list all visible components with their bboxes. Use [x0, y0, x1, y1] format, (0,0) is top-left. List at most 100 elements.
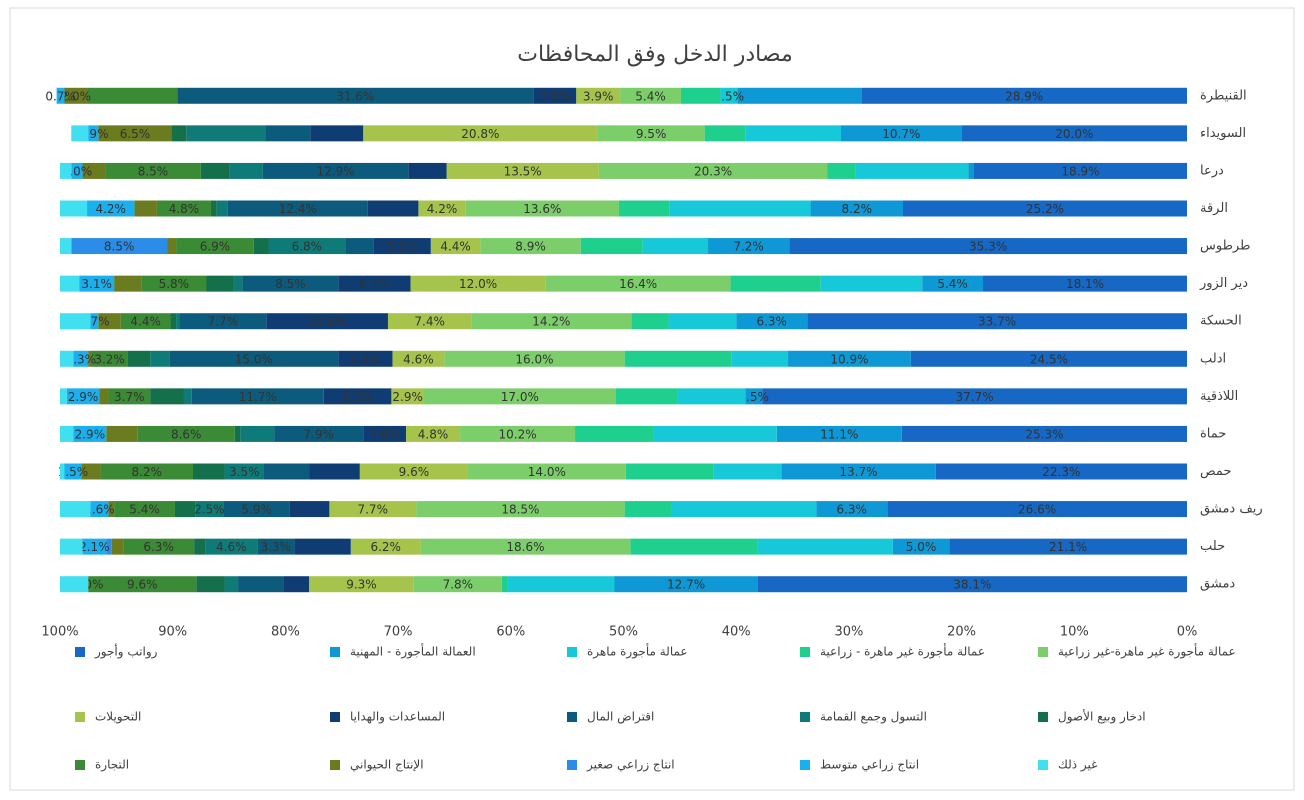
bar-segment — [418, 200, 466, 217]
bar-segment — [82, 538, 107, 555]
bar-segment — [262, 162, 409, 179]
data-label: 2.5% — [194, 503, 225, 517]
data-label: 18.6% — [506, 540, 544, 554]
data-label: 7.8% — [443, 578, 474, 592]
bar-segment — [211, 200, 217, 217]
bar-segment — [671, 501, 817, 518]
bar-segment — [71, 125, 89, 142]
legend-swatch — [800, 760, 810, 770]
data-label: 2.9% — [75, 427, 106, 441]
legend-label: انتاج زراعي صغير — [586, 758, 675, 773]
data-label: 1.5% — [58, 465, 89, 479]
data-label: 5.1% — [387, 240, 418, 254]
data-label: 18.9% — [1061, 164, 1099, 178]
legend-swatch — [330, 647, 340, 657]
data-label: 2.9% — [392, 390, 423, 404]
y-tick-label: الرقة — [1200, 201, 1228, 216]
data-label: 6.4% — [359, 277, 390, 291]
bar-segment — [624, 501, 672, 518]
legend-swatch — [75, 647, 85, 657]
x-tick-label: 10% — [1060, 625, 1089, 640]
data-label: 38.1% — [953, 578, 991, 592]
data-label: 14.2% — [532, 315, 570, 329]
bar-segment — [713, 463, 782, 480]
bar-segment — [242, 275, 339, 292]
data-label: 25.2% — [1026, 202, 1064, 216]
bar-segment — [816, 501, 888, 518]
data-label: 4.4% — [130, 315, 161, 329]
bar-segment — [413, 576, 502, 593]
bar-segment — [444, 350, 625, 367]
data-label: 12.0% — [459, 277, 497, 291]
bar-segment — [176, 238, 254, 255]
y-tick-label: درعا — [1200, 163, 1224, 178]
bar-segment — [902, 200, 1187, 217]
bar-segment — [781, 463, 936, 480]
bar-segment — [465, 200, 619, 217]
bar-segment — [762, 388, 1187, 405]
data-label: 9.3% — [346, 578, 377, 592]
bar-segment — [71, 162, 83, 179]
bar-segment — [757, 538, 893, 555]
data-label: 12.9% — [316, 164, 354, 178]
data-label: 3.9% — [583, 89, 614, 103]
data-label: 5.4% — [635, 89, 666, 103]
bar-segment — [424, 388, 616, 405]
data-label: 3.5% — [229, 465, 260, 479]
bar-segment — [309, 463, 360, 480]
bar-segment — [60, 275, 80, 292]
bar-segment — [66, 388, 100, 405]
bar-segment — [238, 576, 284, 593]
bar-segment — [73, 425, 107, 442]
bar-segment — [71, 238, 168, 255]
y-tick-label: حمص — [1200, 464, 1231, 479]
bar-segment — [179, 313, 267, 330]
data-label: 5.4% — [937, 277, 968, 291]
x-tick-label: 20% — [947, 625, 976, 640]
bar-segment — [533, 87, 577, 104]
bar-segment — [392, 350, 445, 367]
bar-segment — [983, 275, 1187, 292]
bar-segment — [708, 238, 790, 255]
data-label: 16.0% — [515, 352, 553, 366]
bar-segment — [704, 125, 746, 142]
bar-segment — [177, 87, 534, 104]
legend-swatch — [75, 712, 85, 722]
bar-segment — [338, 350, 393, 367]
bar-segment — [141, 275, 207, 292]
y-tick-label: ريف دمشق — [1200, 502, 1263, 517]
legend-label: غير ذلك — [1058, 758, 1097, 773]
bar-segment — [329, 501, 417, 518]
bar-segment — [480, 238, 581, 255]
bar-segment — [106, 425, 138, 442]
legend-swatch — [800, 712, 810, 722]
bar-segment — [194, 538, 206, 555]
data-label: 20.0% — [1055, 127, 1093, 141]
y-tick-label: حماة — [1200, 426, 1226, 441]
bar-segment — [223, 501, 290, 518]
bar-segment — [186, 125, 266, 142]
y-tick-label: الحسكة — [1200, 314, 1242, 329]
data-label: 9.5% — [636, 127, 667, 141]
bar-segment — [827, 162, 856, 179]
bar-segment — [90, 313, 99, 330]
y-tick-label: اللاذقية — [1200, 389, 1238, 404]
data-label: 28.9% — [1005, 89, 1043, 103]
bar-segment — [105, 162, 201, 179]
data-label: 7.2% — [733, 240, 764, 254]
data-label: 10.9% — [830, 352, 868, 366]
bar-segment — [265, 125, 311, 142]
x-tick-label: 80% — [271, 625, 300, 640]
data-label: 0.7% — [45, 89, 76, 103]
data-label: 10.7% — [882, 127, 920, 141]
bar-segment — [367, 200, 419, 217]
bar-segment — [253, 238, 269, 255]
data-label: 3.8% — [369, 427, 400, 441]
legend-label: المساعدات والهدايا — [350, 710, 445, 725]
bar-segment — [134, 200, 157, 217]
bar-segment — [123, 538, 195, 555]
data-label: 18.1% — [1066, 277, 1104, 291]
bar-segment — [471, 313, 632, 330]
bar-segment — [60, 162, 72, 179]
bar-segment — [81, 463, 101, 480]
